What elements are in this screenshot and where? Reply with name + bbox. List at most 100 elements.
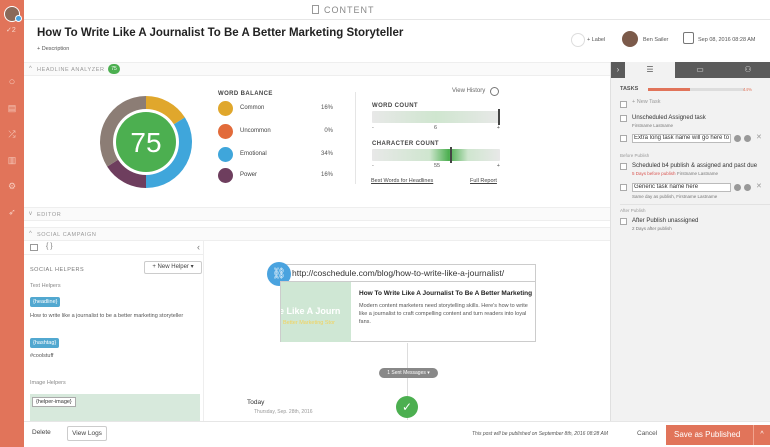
assign-icon[interactable] [734, 184, 741, 191]
comments-tab-icon[interactable]: ▭ [696, 65, 704, 74]
chevron-left-icon[interactable]: ‹ [197, 242, 200, 252]
close-icon[interactable]: ✕ [756, 183, 762, 190]
delete-button[interactable]: Delete [32, 429, 51, 436]
top-bar: CONTENT [24, 0, 770, 20]
headline-analyzer-header[interactable]: ^ HEADLINE ANALYZER 75 [24, 62, 610, 76]
chevron-down-icon: v [29, 211, 32, 217]
best-words-link[interactable]: Best Words for Headlines [371, 178, 434, 184]
hashtag-helper-text[interactable]: #coolstuff [30, 353, 54, 359]
category-percent: 16% [320, 172, 333, 178]
category-dot [218, 124, 233, 139]
gear-icon[interactable]: ⚙ [7, 181, 17, 191]
timeline-line [407, 343, 408, 420]
task-checkbox[interactable] [620, 101, 627, 108]
author-avatar[interactable] [622, 31, 638, 47]
editor-header[interactable]: v EDITOR [24, 207, 610, 221]
author-name[interactable]: Ben Sailer [643, 37, 669, 43]
timeline-day: Today [247, 399, 265, 406]
assign-icon[interactable] [734, 135, 741, 142]
braces-icon[interactable]: { } [46, 243, 53, 250]
shuffle-icon[interactable]: ⤮ [8, 129, 16, 139]
image-helpers-heading: Image Helpers [30, 380, 66, 386]
category-name: Uncommon [240, 128, 271, 134]
task-timing: 2 Days after publish [632, 226, 672, 231]
helper-image-preview[interactable]: {helper-image} [30, 394, 200, 421]
task-assignee: Firstname Lastname [632, 123, 674, 128]
save-as-published-button[interactable]: Save as Published ^ [666, 425, 770, 445]
link-icon[interactable]: ⛓ [267, 262, 291, 286]
word-balance-donut: 75 [100, 96, 192, 188]
add-description-link[interactable]: + Description [37, 46, 70, 52]
task-name-input[interactable]: Generic task name here [632, 183, 731, 192]
category-percent: 16% [320, 105, 333, 111]
checklist-icon[interactable]: ✓2 [6, 27, 16, 34]
document-icon [312, 5, 319, 14]
page-title[interactable]: How To Write Like A Journalist To Be A B… [37, 27, 404, 39]
label-color-button[interactable] [571, 33, 585, 47]
close-icon[interactable]: ✕ [756, 134, 762, 141]
headline-helper-text[interactable]: How to write like a journalist to be a b… [30, 313, 184, 319]
date-icon[interactable] [744, 135, 751, 142]
word-count-marker [498, 109, 500, 125]
headline-tag[interactable]: {headline} [30, 297, 61, 307]
task-checkbox[interactable] [620, 135, 627, 142]
category-name: Emotional [240, 151, 267, 157]
preview-url[interactable]: http://coschedule.com/blog/how-to-write-… [280, 264, 536, 282]
category-name: Common [240, 105, 265, 111]
cancel-button[interactable]: Cancel [637, 430, 658, 437]
score-badge: 75 [108, 64, 120, 74]
history-icon[interactable] [490, 87, 499, 96]
new-task-button[interactable]: + New Task [632, 99, 661, 105]
task-name[interactable]: Unscheduled Assigned task [632, 115, 706, 121]
chart-icon[interactable]: ▥ [7, 155, 17, 165]
headline-score: 75 [130, 127, 161, 158]
task-checkbox[interactable] [620, 184, 627, 191]
publish-date[interactable]: Sep 08, 2016 08:28 AM [698, 37, 756, 43]
score-circle [116, 112, 176, 172]
full-report-link[interactable]: Full Report [470, 178, 497, 184]
publish-note: This post will be published on September… [472, 431, 609, 437]
task-assignee: Firstname Lastname [677, 171, 719, 176]
category-dot [218, 168, 233, 183]
view-logs-button[interactable]: View Logs [67, 426, 107, 441]
text-helpers-heading: Text Helpers [30, 283, 61, 289]
grid-icon[interactable] [30, 244, 38, 251]
task-assignee: Same day as publish, Firstname Lastname [632, 194, 718, 199]
task-name[interactable]: Scheduled b4 publish & assigned and past… [632, 163, 758, 169]
calendar-icon[interactable] [683, 32, 694, 44]
team-tab-icon[interactable]: ⚇ [744, 65, 752, 74]
add-label-button[interactable]: + Label [587, 37, 606, 43]
category-percent: 34% [320, 151, 333, 157]
chevron-up-icon: ^ [29, 66, 32, 72]
category-dot [218, 147, 233, 162]
sent-messages-toggle[interactable]: 1 Sent Messages ▾ [379, 368, 438, 378]
tasks-tab-icon[interactable]: ☰ [625, 62, 675, 78]
tasks-percent: 44% [743, 87, 753, 92]
task-name-input[interactable]: Extra long task name will go here to see [632, 134, 731, 143]
section-label: SOCIAL CAMPAIGN [37, 232, 97, 238]
char-count-value: 55 [434, 163, 441, 169]
word-count-bar [372, 109, 500, 125]
category-percent: 0% [324, 128, 333, 134]
divider [620, 204, 770, 205]
hashtag-tag[interactable]: {hashtag} [30, 338, 60, 348]
chevron-up-icon[interactable]: ^ [753, 425, 770, 445]
helper-image-placeholder: {helper-image} [32, 397, 76, 407]
word-balance-row: Uncommon 0% [218, 124, 333, 140]
social-helpers-panel: { } ‹ SOCIAL HELPERS + New Helper ▾ Text… [24, 241, 204, 421]
category-name: Power [240, 172, 258, 178]
new-helper-button[interactable]: + New Helper ▾ [144, 261, 202, 274]
collapse-panel-icon[interactable]: › [616, 65, 620, 74]
task-name[interactable]: After Publish unassigned [632, 218, 699, 224]
view-history-link[interactable]: View History [452, 88, 486, 94]
link-preview-card[interactable]: e Like A Journ Better Marketing Stor How… [280, 281, 536, 342]
circle-icon[interactable]: ○ [8, 76, 16, 88]
rocket-icon[interactable]: ➶ [8, 207, 16, 217]
date-icon[interactable] [744, 184, 751, 191]
task-checkbox[interactable] [620, 115, 627, 122]
task-checkbox[interactable] [620, 163, 627, 170]
calendar-icon[interactable]: ▤ [7, 103, 17, 113]
check-icon[interactable]: ✓ [396, 396, 418, 418]
task-checkbox[interactable] [620, 218, 627, 225]
social-campaign-header[interactable]: ^ SOCIAL CAMPAIGN [24, 227, 610, 241]
